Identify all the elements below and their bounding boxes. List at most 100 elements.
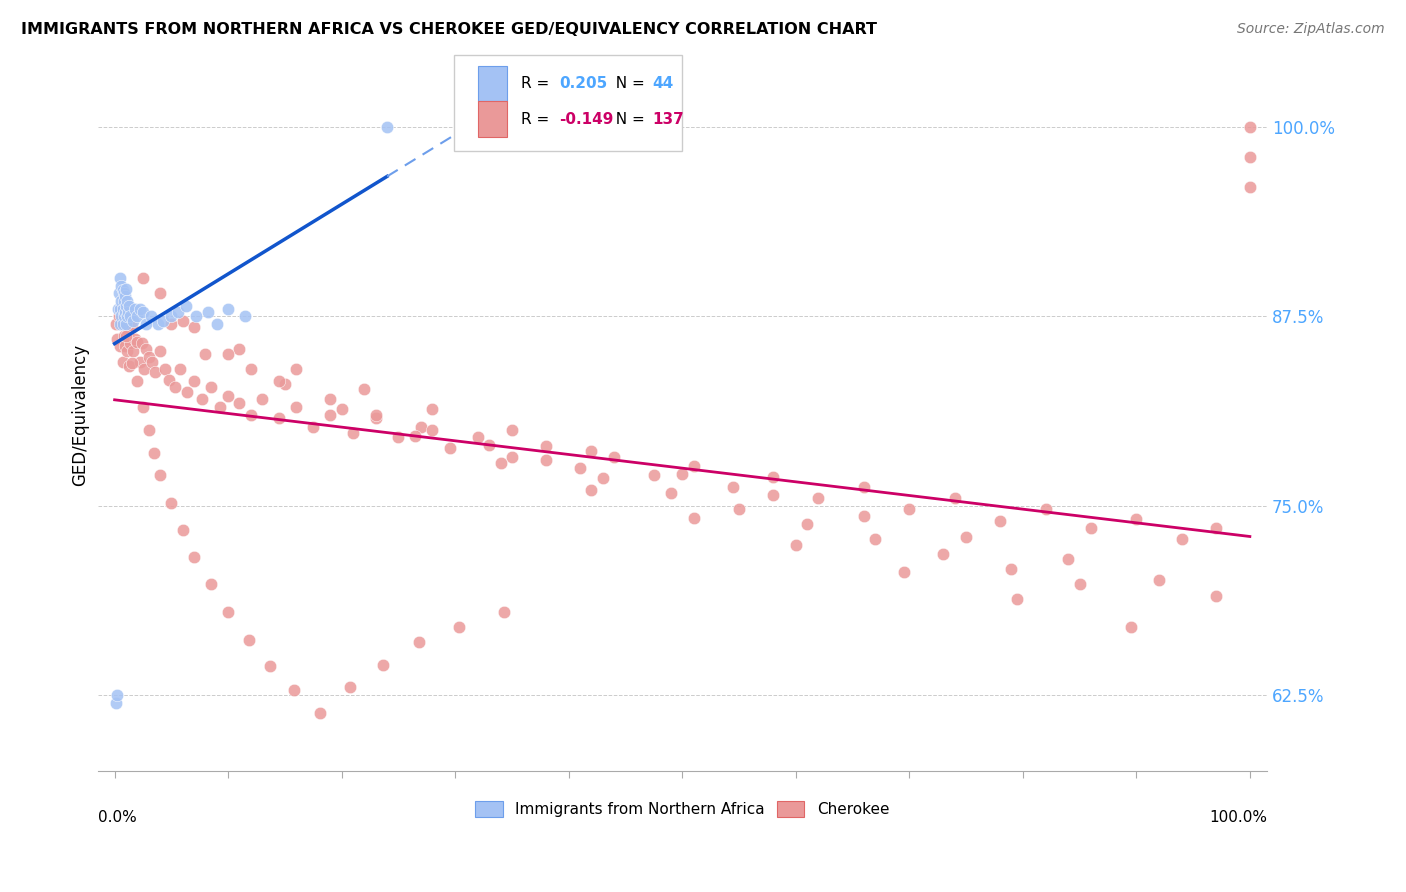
Point [141,354,163,368]
Point [932,547,955,561]
Point [149,343,172,358]
Point [183,374,205,388]
Point [422,401,444,416]
Point [105,688,128,702]
Point [105,332,128,346]
Point [1125,512,1147,526]
Point [124,332,146,346]
Point [183,550,205,565]
Point [269,374,291,388]
Point [492,605,515,619]
Point [238,633,260,648]
Point [104,317,127,331]
Point [169,362,191,376]
Point [172,523,194,537]
Point [643,468,665,483]
Point [269,410,291,425]
Point [127,374,149,388]
Point [108,286,131,301]
Point [375,120,398,134]
Text: 44: 44 [652,76,673,91]
Point [863,532,886,546]
Text: N =: N = [606,76,650,91]
Point [852,509,875,524]
Point [209,400,232,414]
Point [145,365,167,379]
Point [186,309,208,323]
Point [581,444,603,458]
Point [217,301,239,316]
Point [112,329,135,343]
Text: 137: 137 [652,112,683,127]
Point [118,299,141,313]
Point [121,314,143,328]
Point [110,271,132,285]
Point [132,400,155,414]
Point [132,271,155,285]
Point [132,304,155,318]
Point [852,480,875,494]
Point [1147,573,1170,587]
Point [117,324,139,338]
Point [149,468,172,483]
Point [135,343,157,357]
Point [762,469,785,483]
Point [134,362,156,376]
Point [534,440,557,454]
Point [898,501,921,516]
Point [943,491,966,505]
Point [120,309,142,323]
Point [217,347,239,361]
Point [217,389,239,403]
Point [467,430,489,444]
Point [115,317,138,331]
Point [160,309,183,323]
Point [893,565,915,579]
Text: 0.0%: 0.0% [97,810,136,825]
Point [111,284,134,298]
Point [1239,180,1261,194]
Point [121,356,143,370]
Text: N =: N = [606,112,650,127]
Point [988,514,1011,528]
Point [110,309,132,323]
Point [117,304,139,318]
Point [592,471,614,485]
Point [501,423,523,437]
Point [135,317,157,331]
Y-axis label: GED/Equivalency: GED/Equivalency [72,343,89,486]
Point [723,480,745,494]
Point [439,441,461,455]
Point [110,301,132,316]
Point [115,282,138,296]
Point [339,681,361,695]
Point [364,408,387,422]
Point [152,314,174,328]
Point [1005,592,1028,607]
Point [115,343,138,358]
Point [110,278,132,293]
Point [174,299,197,313]
Point [411,419,433,434]
Point [1171,532,1194,546]
Point [1080,521,1102,535]
Point [110,301,132,316]
Point [228,343,250,357]
Point [259,659,281,673]
Point [581,483,603,498]
Point [110,317,132,331]
Point [114,289,136,303]
Point [111,301,134,316]
Point [239,362,262,376]
Point [200,380,222,394]
Point [121,319,143,334]
Point [489,456,512,470]
Point [153,362,176,376]
Point [114,339,136,353]
Point [112,286,135,301]
Point [200,577,222,591]
Point [115,317,138,331]
Point [110,293,132,308]
Point [1000,562,1022,576]
Point [143,445,166,459]
